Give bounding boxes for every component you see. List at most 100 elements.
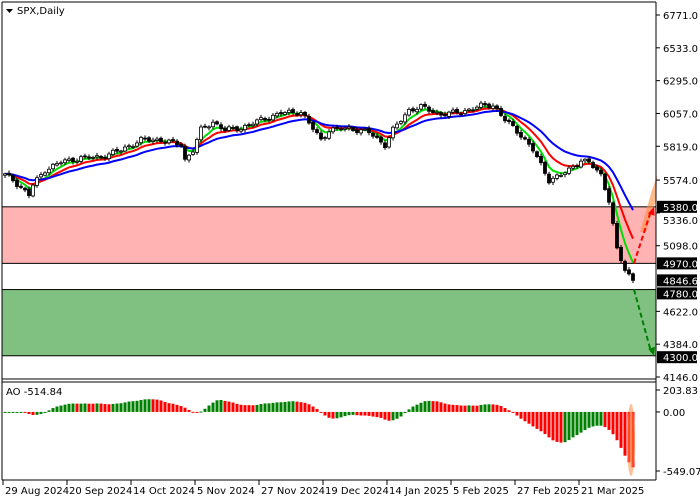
ao-bar — [183, 407, 187, 412]
candle-body — [359, 129, 363, 134]
price-label-box — [657, 351, 697, 364]
candle-body — [603, 173, 607, 190]
candle-body — [371, 132, 375, 137]
ao-bar — [23, 411, 27, 413]
candle-body — [3, 173, 7, 176]
candle-body — [411, 108, 415, 112]
candle-body — [39, 174, 43, 178]
ao-bar — [515, 411, 519, 416]
ao-bar — [39, 411, 43, 414]
ao-bar — [147, 399, 151, 412]
candle-body — [27, 188, 31, 197]
candle-body — [503, 115, 507, 122]
candle-body — [607, 188, 611, 203]
ao-bar — [83, 403, 87, 412]
candle-body — [211, 121, 215, 128]
candle-body — [151, 139, 155, 142]
candle-body — [231, 127, 235, 129]
ao-bar — [251, 405, 255, 412]
ao-bar — [459, 405, 463, 412]
candle-body — [175, 140, 179, 146]
x-tick-label: 5 Nov 2024 — [197, 486, 255, 497]
candle-body — [275, 112, 279, 117]
ao-bar — [571, 411, 575, 438]
candle-body — [291, 109, 295, 113]
candle-body — [327, 131, 331, 139]
price-label-box — [657, 274, 697, 287]
price-label: 4846.6 — [663, 276, 698, 287]
candle-body — [467, 108, 471, 111]
candle-body — [311, 121, 315, 130]
ao-bar — [563, 411, 567, 443]
candle-body — [595, 166, 599, 171]
ao-bar — [67, 403, 71, 412]
ao-bar — [511, 411, 515, 413]
scenario-arrow-decline — [633, 289, 652, 353]
ao-bar — [603, 411, 607, 428]
candle-body — [23, 187, 27, 191]
candle-body — [47, 168, 51, 174]
ao-bar — [595, 411, 599, 426]
y-tick-label: 6295.0 — [663, 77, 698, 88]
candle-body — [567, 167, 571, 174]
ao-bar — [279, 402, 283, 412]
candle-body — [407, 108, 411, 116]
candle-body — [235, 126, 239, 132]
candle-body — [103, 156, 107, 159]
candle-body — [427, 106, 431, 112]
ao-bar — [163, 401, 167, 412]
candle-body — [143, 137, 147, 140]
candle-body — [495, 105, 499, 110]
candle-body — [191, 151, 195, 155]
candle-body — [19, 185, 23, 188]
ao-bar — [219, 399, 223, 412]
candle-body — [107, 153, 111, 160]
ao-bar — [471, 405, 475, 412]
ao-bar — [19, 411, 23, 413]
candle-body — [391, 126, 395, 139]
candle-body — [187, 154, 191, 161]
ao-bar — [575, 411, 579, 436]
y-tick-label: 4622.0 — [663, 307, 698, 318]
candle-body — [515, 125, 519, 134]
ao-bar — [247, 405, 251, 412]
ao-bar — [355, 411, 359, 416]
candle-body — [435, 111, 439, 114]
ao-bar — [427, 400, 431, 412]
candle-body — [223, 127, 227, 131]
candle-body — [295, 112, 299, 116]
ao-bar — [223, 400, 227, 412]
ao-bar — [91, 403, 95, 412]
ao-bar — [95, 403, 99, 412]
ao-bar — [415, 404, 419, 412]
ao-bar — [523, 411, 527, 422]
candle-body — [171, 139, 175, 141]
candle-body — [71, 157, 75, 163]
y-tick-label: 5098.0 — [663, 242, 698, 253]
price-label-box — [657, 257, 697, 270]
ao-bar — [499, 405, 503, 412]
dropdown-triangle-icon[interactable] — [6, 9, 13, 13]
price-label: 4780.0 — [663, 289, 698, 300]
candle-body — [139, 136, 143, 144]
candle-body — [127, 145, 131, 148]
ao-bar — [507, 410, 511, 412]
candle-body — [531, 143, 535, 152]
price-label-box — [657, 200, 697, 213]
ao-bar — [327, 411, 331, 418]
ao-bar — [231, 402, 235, 412]
candle-body — [135, 142, 139, 147]
ao-bar — [31, 411, 35, 415]
ao-bar — [391, 411, 395, 421]
ao-bar — [387, 411, 391, 421]
y-tick-label: 5574.0 — [663, 176, 698, 187]
ao-bar — [343, 411, 347, 417]
ao-bar — [363, 411, 367, 416]
candle-body — [43, 172, 47, 176]
candle-body — [507, 119, 511, 123]
ao-bar — [167, 403, 171, 412]
ao-bar — [607, 411, 611, 430]
candle-body — [251, 123, 255, 127]
ao-bar — [235, 403, 239, 412]
